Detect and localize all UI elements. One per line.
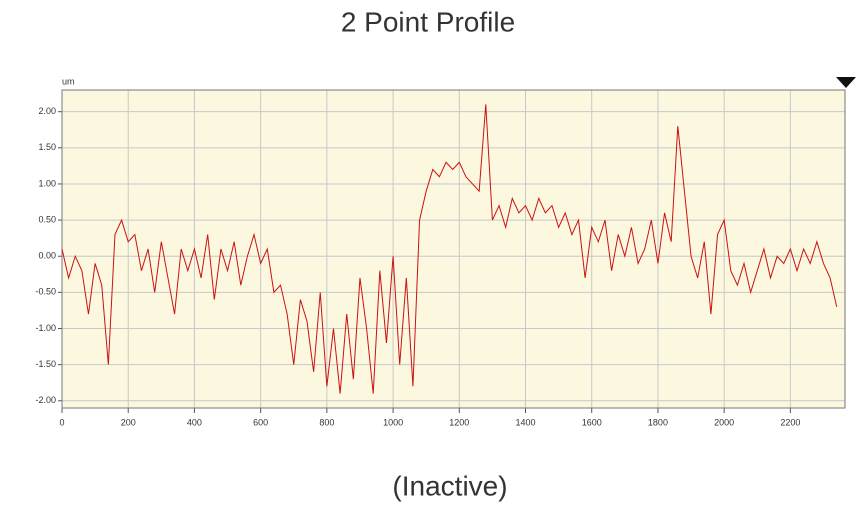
menu-arrow[interactable] [836, 77, 856, 88]
status-label: (Inactive) [392, 470, 507, 501]
x-tick-label: 600 [253, 417, 268, 427]
y-tick-label: -0.50 [35, 287, 56, 297]
x-tick-label: 800 [319, 417, 334, 427]
x-tick-label: 400 [187, 417, 202, 427]
x-tick-label: 1800 [648, 417, 668, 427]
profile-line [61, 104, 838, 394]
y-tick-label: 2.00 [38, 106, 56, 116]
x-tick-label: 2200 [780, 417, 800, 427]
y-tick-label: 1.50 [38, 142, 56, 152]
y-tick-label: 0.50 [38, 214, 56, 224]
y-tick-label: 1.00 [38, 178, 56, 188]
y-tick-label: -2.00 [35, 395, 56, 405]
x-tick-label: 200 [121, 417, 136, 427]
y-unit: um [62, 76, 75, 86]
x-tick-label: 1200 [449, 417, 469, 427]
y-tick-label: -1.50 [35, 359, 56, 369]
plot-area [61, 89, 846, 409]
x-tick-label: 1400 [515, 417, 535, 427]
x-tick-label: 1600 [582, 417, 602, 427]
x-tick-label: 1000 [383, 417, 403, 427]
x-tick-label: 0 [59, 417, 64, 427]
y-tick-label: 0.00 [38, 251, 56, 261]
y-tick-label: -1.00 [35, 323, 56, 333]
x-tick-label: 2000 [714, 417, 734, 427]
chart-title: 2 Point Profile [341, 6, 515, 37]
